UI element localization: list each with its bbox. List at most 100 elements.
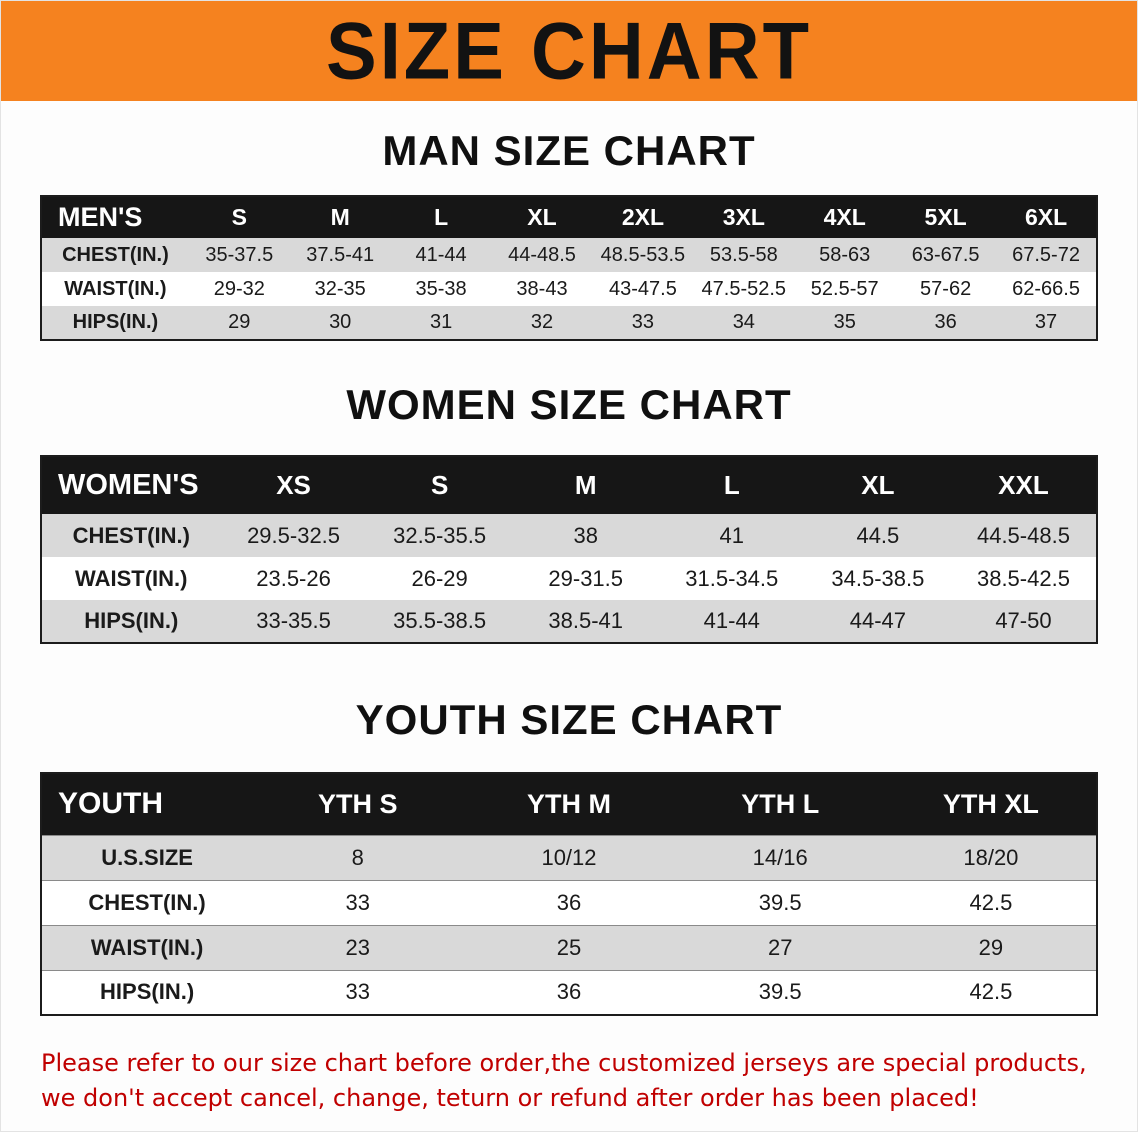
disclaimer: Please refer to our size chart before or… [41, 1046, 1137, 1116]
value-cell: 36 [463, 969, 675, 1015]
man-size-chart-heading: MAN SIZE CHART [382, 127, 756, 174]
value-cell: 33 [631, 311, 655, 333]
value-cell: 18/20 [885, 834, 1097, 880]
size-header-cell: M [512, 456, 659, 514]
row-label-cell: HIPS(IN.) [84, 608, 179, 633]
value-cell: 41 [719, 522, 745, 548]
youth-size-table: YOUTH YTH S YTH M YTH L YTH XL U.S.SIZE 8 10/12… [40, 772, 1098, 1016]
value-cell: 33 [252, 969, 464, 1015]
value-cell: 39.5 [674, 879, 886, 925]
value-cell: 52.5-57 [810, 277, 879, 300]
value-cell: 63-67.5 [911, 243, 980, 266]
size-header-cell: YTH S [252, 773, 464, 835]
row-label-cell: HIPS(IN.) [41, 969, 253, 1015]
measurement-row: CHEST(IN.) 35-37.5 37.5-41 41-44 44-48.5 48.5… [41, 238, 1097, 272]
value-cell: 29 [885, 924, 1097, 970]
value-cell: 37 [1034, 311, 1058, 333]
value-cell: 42.5 [885, 879, 1097, 925]
row-label-cell: U.S.SIZE [41, 834, 253, 880]
value-cell: 29-32 [213, 277, 265, 300]
measurement-row: CHEST(IN.) 33 36 39.5 42.5 [41, 879, 1097, 925]
header-row: WOMEN'S XS S M L XL XXL [41, 456, 1097, 514]
size-chart-banner: SIZE CHART [1, 1, 1137, 101]
row-label-cell: CHEST(IN.) [62, 243, 169, 266]
value-cell: 43-47.5 [608, 277, 677, 300]
value-cell: 41-44 [703, 608, 760, 633]
value-cell: 38.5-42.5 [976, 565, 1070, 591]
measurement-row: HIPS(IN.) 33-35.5 35.5-38.5 38.5-41 41-44 44-… [41, 600, 1097, 643]
measurement-row: HIPS(IN.) 33 36 39.5 42.5 [41, 969, 1097, 1015]
value-cell: 32-35 [314, 277, 366, 300]
size-header-cell: 5XL [895, 196, 997, 238]
women-size-chart-heading: WOMEN SIZE CHART [346, 381, 792, 428]
value-cell: 10/12 [463, 834, 675, 880]
value-cell: 8 [252, 834, 464, 880]
value-cell: 35-38 [415, 277, 467, 300]
men-size-table: MEN'S S M L XL 2XL 3XL 4XL 5XL 6XL CHEST(IN.) 35-37… [40, 195, 1098, 341]
size-header-cell: L [390, 196, 492, 238]
value-cell: 34.5-38.5 [831, 565, 925, 591]
size-header-cell: L [658, 456, 805, 514]
value-cell: 32.5-35.5 [393, 522, 487, 548]
size-header-cell: S [366, 456, 513, 514]
value-cell: 29-31.5 [548, 565, 624, 591]
value-cell: 23.5-26 [256, 565, 331, 591]
value-cell: 44-47 [849, 608, 906, 633]
row-label-cell: WAIST(IN.) [41, 924, 253, 970]
size-header-cell: XL [804, 456, 951, 514]
value-cell: 35-37.5 [205, 243, 274, 266]
value-cell: 29.5-32.5 [247, 522, 341, 548]
value-cell: 67.5-72 [1012, 243, 1080, 266]
size-header-cell: 6XL [996, 196, 1097, 238]
row-label-cell: WAIST(IN.) [64, 277, 167, 300]
size-header-cell: XXL [950, 456, 1097, 514]
value-cell: 27 [674, 924, 886, 970]
value-cell: 58-63 [819, 243, 871, 266]
value-cell: 33-35.5 [256, 608, 331, 633]
youth-size-chart-heading: YOUTH SIZE CHART [355, 696, 783, 743]
size-header-cell: 2XL [592, 196, 694, 238]
value-cell: 36 [934, 311, 957, 333]
value-cell: 47-50 [995, 608, 1052, 633]
value-cell: 32 [530, 311, 554, 333]
size-header-cell: S [188, 196, 290, 238]
size-header-cell: M [289, 196, 391, 238]
header-row: MEN'S S M L XL 2XL 3XL 4XL 5XL 6XL [41, 196, 1097, 238]
size-header-cell: XS [220, 456, 367, 514]
value-cell: 39.5 [674, 969, 886, 1015]
value-cell: 29 [228, 311, 251, 333]
value-cell: 42.5 [885, 969, 1097, 1015]
value-cell: 36 [463, 879, 675, 925]
size-chart-title: SIZE CHART [326, 5, 812, 97]
measurement-row: WAIST(IN.) 23 25 27 29 [41, 924, 1097, 970]
size-header-cell: 4XL [794, 196, 896, 238]
row-label-cell: CHEST(IN.) [41, 879, 253, 925]
table-title-cell: WOMEN'S [41, 456, 221, 514]
value-cell: 31 [429, 311, 453, 333]
size-header-cell: YTH XL [885, 773, 1097, 835]
size-header-cell: 3XL [693, 196, 795, 238]
value-cell: 41-44 [415, 243, 467, 266]
value-cell: 44-48.5 [508, 243, 576, 266]
measurement-row: CHEST(IN.) 29.5-32.5 32.5-35.5 38 41 44.5 44.5… [41, 514, 1097, 557]
value-cell: 35.5-38.5 [393, 608, 487, 633]
measurement-row: U.S.SIZE 8 10/12 14/16 18/20 [41, 834, 1097, 880]
value-cell: 48.5-53.5 [600, 243, 686, 266]
value-cell: 35 [833, 311, 856, 333]
value-cell: 37.5-41 [306, 243, 375, 266]
value-cell: 26-29 [411, 565, 468, 591]
value-cell: 53.5-58 [709, 243, 778, 266]
size-header-cell: XL [491, 196, 593, 238]
women-size-table: WOMEN'S XS S M L XL XXL CHEST(IN.) 29.5-32.5 32.5… [40, 455, 1098, 644]
value-cell: 44.5-48.5 [976, 522, 1070, 548]
table-title-cell: MEN'S [41, 196, 189, 238]
value-cell: 62-66.5 [1012, 277, 1080, 300]
value-cell: 14/16 [674, 834, 886, 880]
header-row: YOUTH YTH S YTH M YTH L YTH XL [41, 773, 1097, 835]
disclaimer-line-1: Please refer to our size chart before or… [41, 1049, 1087, 1077]
table-title-cell: YOUTH [41, 773, 253, 835]
measurement-row: HIPS(IN.) 29 30 31 32 33 34 35 36 37 [41, 306, 1097, 340]
measurement-row: WAIST(IN.) 23.5-26 26-29 29-31.5 31.5-34.5 34… [41, 557, 1097, 600]
value-cell: 33 [252, 879, 464, 925]
